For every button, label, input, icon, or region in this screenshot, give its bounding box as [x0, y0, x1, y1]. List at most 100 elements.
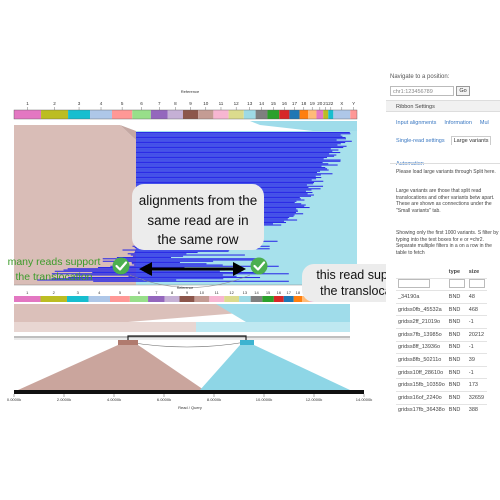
- mini-chromosome-14[interactable]: [250, 296, 263, 302]
- read-row[interactable]: [136, 179, 312, 181]
- read-row[interactable]: [136, 174, 321, 176]
- chromosome-13[interactable]: [243, 110, 256, 119]
- read-row[interactable]: [134, 250, 229, 252]
- read-row[interactable]: [93, 280, 289, 282]
- read-row[interactable]: [136, 154, 337, 156]
- read-row[interactable]: [136, 149, 339, 151]
- tab-input-alignments[interactable]: Input alignments: [396, 120, 437, 126]
- read-row[interactable]: [131, 263, 207, 265]
- chromosome-10[interactable]: [198, 110, 214, 119]
- read-row[interactable]: [136, 137, 346, 139]
- read-row[interactable]: [136, 169, 329, 171]
- single-read-chromosome-bar[interactable]: Reference1234567891011121314151617181920…: [14, 286, 350, 302]
- table-row[interactable]: gridss0fb_45532a BND 468: [396, 303, 487, 317]
- ribbon-settings-header[interactable]: Ribbon Settings: [386, 100, 500, 112]
- read-row[interactable]: [136, 177, 322, 179]
- chromosome-17[interactable]: [289, 110, 300, 119]
- read-row[interactable]: [136, 168, 328, 170]
- tab-single-read-settings[interactable]: Single-read settings: [396, 137, 445, 144]
- read-row[interactable]: [136, 180, 324, 182]
- read-row[interactable]: [51, 278, 224, 280]
- read-row[interactable]: [102, 258, 259, 260]
- read-row[interactable]: [136, 172, 318, 174]
- table-row[interactable]: gridss8ff_13936o BND -1: [396, 341, 487, 355]
- chromosome-9[interactable]: [182, 110, 199, 119]
- filter-input-type[interactable]: [448, 278, 465, 288]
- mini-chromosome-1[interactable]: [14, 296, 41, 302]
- tab-multi-read[interactable]: Mul: [479, 120, 489, 126]
- table-row[interactable]: gridss15fb_10359o BND 173: [396, 378, 487, 392]
- mini-chromosome-10[interactable]: [194, 296, 210, 302]
- read-row[interactable]: [131, 262, 180, 264]
- read-row[interactable]: [127, 253, 187, 255]
- mini-chromosome-5[interactable]: [110, 296, 130, 302]
- read-row[interactable]: [136, 145, 347, 147]
- read-row[interactable]: [136, 134, 341, 136]
- read-row[interactable]: [102, 260, 214, 262]
- mini-chromosome-3[interactable]: [66, 296, 89, 302]
- read-row[interactable]: [132, 255, 184, 257]
- chromosome-1[interactable]: [14, 110, 42, 119]
- read-row[interactable]: [136, 170, 321, 172]
- read-row[interactable]: [54, 270, 220, 272]
- read-row[interactable]: [136, 162, 323, 164]
- tab-automation[interactable]: Automation: [396, 161, 424, 167]
- table-row[interactable]: _34190a BND 48: [396, 290, 487, 304]
- table-row[interactable]: gridss16of_2240o BND 32659: [396, 391, 487, 405]
- mini-chromosome-17[interactable]: [283, 296, 294, 302]
- read-row[interactable]: [136, 163, 329, 165]
- chromosome-12[interactable]: [228, 110, 244, 119]
- read-row[interactable]: [122, 249, 230, 251]
- chromosome-5[interactable]: [112, 110, 133, 119]
- read-row[interactable]: [136, 158, 324, 160]
- chromosome-7[interactable]: [150, 110, 168, 119]
- read-row[interactable]: [136, 165, 322, 167]
- chromosome-6[interactable]: [132, 110, 151, 119]
- table-row[interactable]: gridss17fb_36438o BND 388: [396, 404, 487, 412]
- read-row[interactable]: [97, 267, 185, 269]
- read-row[interactable]: [116, 257, 172, 259]
- filter-input-size[interactable]: [468, 278, 485, 288]
- table-row[interactable]: gridss10ff_28610o BND -1: [396, 366, 487, 380]
- read-row[interactable]: [136, 160, 341, 162]
- single-read-panel[interactable]: [14, 304, 364, 394]
- read-row[interactable]: [136, 139, 337, 141]
- chromosome-8[interactable]: [167, 110, 183, 119]
- reference-chromosome-bar[interactable]: [13, 109, 358, 120]
- chromosome-14[interactable]: [255, 110, 268, 119]
- read-row[interactable]: [134, 264, 223, 266]
- mini-chromosome-15[interactable]: [262, 296, 274, 302]
- chromosome-18[interactable]: [299, 110, 308, 119]
- tab-large-variants[interactable]: Large variants: [450, 136, 492, 145]
- read-row[interactable]: [136, 182, 315, 184]
- read-row[interactable]: [37, 279, 177, 281]
- position-input[interactable]: chr1:123456789: [390, 86, 454, 96]
- read-row[interactable]: [136, 173, 333, 175]
- read-row[interactable]: [136, 183, 314, 185]
- read-row[interactable]: [92, 272, 265, 274]
- mini-chromosome-13[interactable]: [239, 296, 251, 302]
- read-row[interactable]: [136, 140, 352, 142]
- read-row[interactable]: [136, 175, 316, 177]
- mini-chromosome-11[interactable]: [209, 296, 225, 302]
- read-row[interactable]: [134, 252, 198, 254]
- go-button[interactable]: Go: [456, 86, 470, 96]
- chromosome-Y[interactable]: [350, 110, 357, 119]
- chromosome-15[interactable]: [267, 110, 280, 119]
- read-row[interactable]: [68, 277, 261, 279]
- read-row[interactable]: [136, 152, 341, 154]
- read-row[interactable]: [130, 254, 245, 256]
- chromosome-4[interactable]: [90, 110, 112, 119]
- chromosome-3[interactable]: [68, 110, 91, 119]
- table-row[interactable]: gridss8fb_50211o BND 39: [396, 353, 487, 367]
- mini-chromosome-6[interactable]: [129, 296, 149, 302]
- read-row[interactable]: [136, 155, 335, 157]
- chromosome-16[interactable]: [279, 110, 290, 119]
- tab-information[interactable]: Information: [444, 120, 472, 126]
- mini-chromosome-12[interactable]: [224, 296, 240, 302]
- read-row[interactable]: [136, 144, 338, 146]
- filter-input-name[interactable]: [398, 278, 430, 288]
- mini-chromosome-2[interactable]: [40, 296, 67, 302]
- read-row[interactable]: [119, 259, 257, 261]
- read-row[interactable]: [136, 167, 326, 169]
